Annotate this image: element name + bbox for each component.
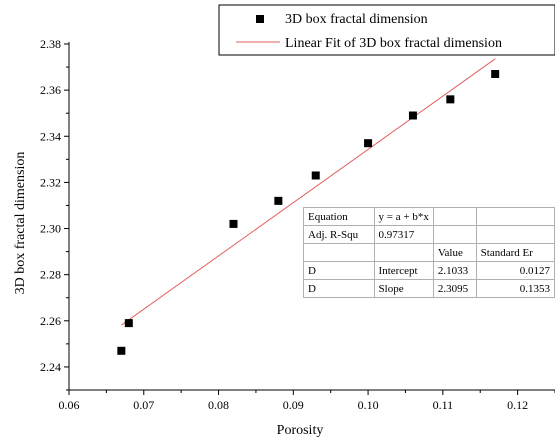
table-cell: Equation (304, 208, 375, 226)
fit-results-table: Equation y = a + b*x Adj. R-Squ 0.97317 … (303, 207, 555, 298)
data-point (446, 95, 454, 103)
table-row: Value Standard Er (304, 244, 555, 262)
legend-label-points: 3D box fractal dimension (285, 12, 428, 27)
y-tick-label: 2.34 (40, 129, 61, 143)
y-tick-label: 2.26 (40, 314, 61, 328)
data-point (491, 70, 499, 78)
y-tick-label: 2.30 (40, 222, 61, 236)
table-cell: y = a + b*x (374, 208, 433, 226)
table-row: D Intercept 2.1033 0.0127 (304, 262, 555, 280)
data-point (125, 319, 133, 327)
legend-label-fit: Linear Fit of 3D box fractal dimension (285, 36, 502, 51)
data-point (229, 220, 237, 228)
x-tick-label: 0.06 (59, 398, 80, 412)
table-cell: 2.3095 (433, 280, 476, 298)
table-cell: Adj. R-Squ (304, 226, 375, 244)
table-cell: 0.1353 (476, 280, 554, 298)
table-cell (304, 244, 375, 262)
data-point (409, 112, 417, 120)
table-cell: 2.1033 (433, 262, 476, 280)
table-cell (374, 244, 433, 262)
table-cell: Value (433, 244, 476, 262)
x-tick-label: 0.11 (433, 398, 454, 412)
table-cell (476, 208, 554, 226)
x-tick-label: 0.07 (133, 398, 154, 412)
table-cell: 0.97317 (374, 226, 433, 244)
data-point (274, 197, 282, 205)
y-tick-label: 2.36 (40, 83, 61, 97)
table-cell: 0.0127 (476, 262, 554, 280)
table-cell: Intercept (374, 262, 433, 280)
table-row: Equation y = a + b*x (304, 208, 555, 226)
y-tick-label: 2.38 (40, 37, 61, 51)
table-cell: Standard Er (476, 244, 554, 262)
x-axis-title: Porosity (277, 423, 324, 438)
x-tick-label: 0.08 (208, 398, 229, 412)
table-cell (433, 226, 476, 244)
data-point (117, 347, 125, 355)
x-tick-label: 0.10 (358, 398, 379, 412)
y-tick-label: 2.32 (40, 175, 61, 189)
x-tick-label: 0.09 (283, 398, 304, 412)
table-cell (433, 208, 476, 226)
y-tick-label: 2.24 (40, 360, 61, 374)
table-cell (476, 226, 554, 244)
data-point (312, 171, 320, 179)
data-point (364, 139, 372, 147)
table-cell: D (304, 262, 375, 280)
table-row: D Slope 2.3095 0.1353 (304, 280, 555, 298)
legend: 3D box fractal dimension Linear Fit of 3… (219, 5, 555, 55)
table-cell: Slope (374, 280, 433, 298)
table-row: Adj. R-Squ 0.97317 (304, 226, 555, 244)
legend-square-marker (256, 15, 264, 23)
y-tick-label: 2.28 (40, 268, 61, 282)
x-tick-label: 0.12 (507, 398, 528, 412)
table-cell: D (304, 280, 375, 298)
y-axis-title: 3D box fractal dimension (13, 152, 28, 295)
